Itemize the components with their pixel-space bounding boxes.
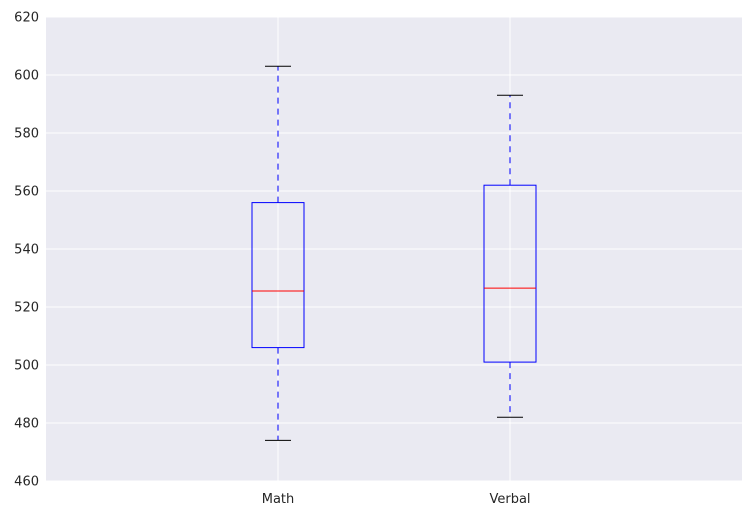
x-tick-label: Math (262, 492, 295, 507)
box-iqr (483, 184, 537, 363)
y-tick-label: 460 (14, 475, 39, 490)
y-tick-label: 540 (14, 243, 39, 258)
boxes (251, 65, 537, 441)
y-tick-label: 580 (14, 127, 39, 142)
y-tick-label: 600 (14, 69, 39, 84)
y-tick-label: 480 (14, 417, 39, 432)
y-tick-label: 520 (14, 301, 39, 316)
y-axis-ticks: 460 480 500 520 540 560 580 600 620 (14, 11, 39, 490)
box-math (251, 65, 305, 441)
x-tick-label: Verbal (489, 492, 530, 507)
y-tick-label: 500 (14, 359, 39, 374)
y-tick-label: 560 (14, 185, 39, 200)
box-iqr (251, 202, 305, 349)
y-tick-label: 620 (14, 11, 39, 26)
box-verbal (483, 94, 537, 418)
x-axis-ticks: Math Verbal (262, 492, 531, 507)
